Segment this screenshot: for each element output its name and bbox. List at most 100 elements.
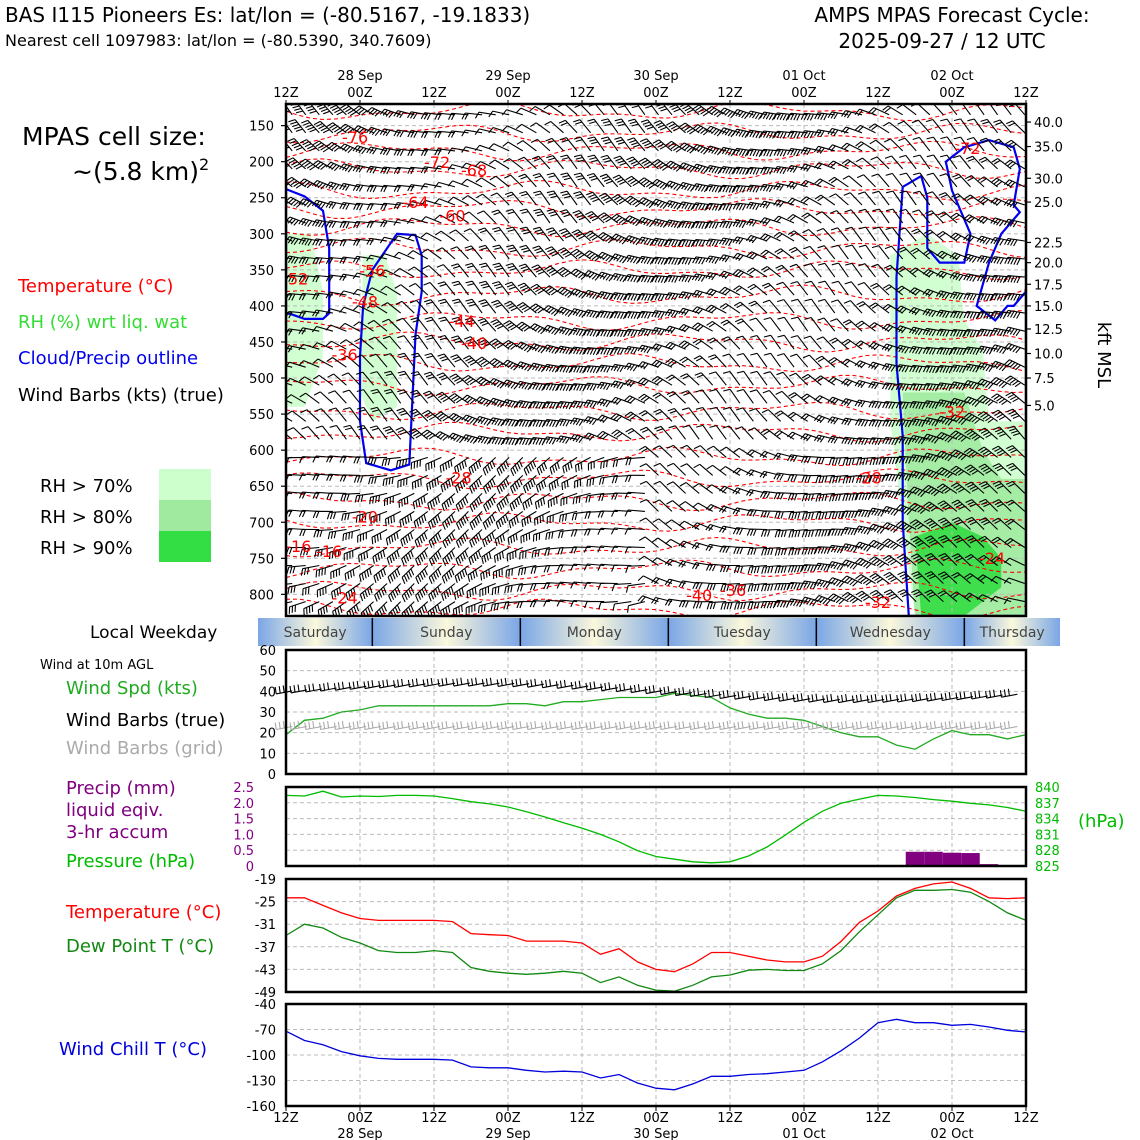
wind-barb — [856, 174, 876, 188]
wind-barb — [858, 244, 876, 260]
wind-barb — [705, 145, 727, 156]
wind-barb — [610, 380, 632, 390]
wind-barb — [898, 227, 917, 242]
bottom-time-label: 12Z — [865, 1111, 891, 1126]
wind-barb — [653, 408, 673, 422]
wind-barb — [977, 574, 998, 584]
wind-barb — [868, 107, 890, 116]
wind-barb — [1003, 342, 1025, 354]
wind-barb — [556, 286, 578, 299]
wind-barb — [370, 388, 388, 404]
wind-barb — [814, 178, 836, 188]
pressure-tick-label: 200 — [249, 156, 274, 171]
wind-barb — [510, 457, 524, 477]
wind-barb — [854, 108, 876, 116]
wind-barb-true — [437, 677, 456, 687]
wind-barb — [909, 364, 930, 373]
wind-barb — [298, 237, 320, 246]
wind-barb — [637, 328, 659, 337]
wind-barb — [529, 106, 551, 116]
bottom-date-label: 30 Sep — [633, 1127, 678, 1140]
bottom-time-label: 12Z — [273, 1111, 299, 1126]
wind-barb — [718, 146, 741, 157]
wind-barb — [420, 166, 442, 174]
wind-barb — [895, 382, 917, 391]
wind-barb — [706, 320, 727, 332]
wind-barb — [374, 601, 388, 616]
wind-barb-grid — [422, 721, 441, 731]
wind-barb — [352, 288, 374, 296]
wind-barb — [746, 267, 768, 278]
wind-barb — [815, 211, 836, 224]
wind-barb — [452, 601, 469, 616]
wind-barb — [868, 419, 890, 428]
wind-barb — [1005, 139, 1026, 152]
wind-barb — [587, 456, 605, 471]
wind-barb — [990, 556, 1012, 566]
wind-barb — [531, 264, 551, 278]
wind-barb — [829, 210, 849, 224]
wind-barb — [720, 582, 740, 592]
height-tick-label: 25.0 — [1034, 196, 1063, 211]
wind-barb-true — [644, 685, 663, 695]
wind-barb — [842, 175, 863, 188]
wind-barb — [312, 238, 333, 247]
wind-barb — [692, 483, 714, 494]
cross-section-frame — [284, 102, 1028, 618]
wind-barb — [611, 564, 632, 572]
wind-barb — [352, 272, 374, 280]
height-tick-label: 22.5 — [1034, 236, 1063, 251]
wind-barb — [474, 161, 496, 170]
wind-barb — [827, 160, 849, 170]
wind-barb — [572, 492, 591, 505]
precip-tick-label: 2.5 — [233, 781, 254, 796]
wind-barb-true — [881, 693, 900, 703]
wind-barb — [481, 547, 497, 565]
wind-barb — [681, 390, 700, 404]
wind-barb — [545, 137, 564, 152]
wind-barb — [678, 520, 700, 530]
wind-barb — [414, 601, 429, 616]
wind-barb — [1004, 537, 1026, 548]
wind-barb — [922, 452, 944, 463]
wind-barb — [787, 411, 808, 422]
wind-barb — [396, 317, 415, 332]
wind-barb — [827, 396, 849, 405]
wind-barb — [637, 595, 659, 603]
wind-barb — [600, 456, 618, 469]
wind-barb — [327, 373, 347, 386]
wind-barb — [438, 298, 456, 314]
wind-barb — [773, 599, 795, 608]
weekday-segment — [816, 618, 965, 646]
wind-barb — [801, 492, 822, 502]
wind-barb — [545, 227, 564, 242]
wind-barb-true — [659, 686, 678, 696]
wind-barb — [313, 528, 333, 538]
wind-barb — [393, 218, 415, 226]
wind-barb — [922, 383, 944, 392]
wind-barb — [369, 353, 388, 368]
wind-barb — [298, 178, 320, 189]
wind-barb — [963, 311, 985, 320]
wind-barb — [965, 499, 985, 512]
wind-barb — [787, 112, 808, 121]
wind-barb — [624, 195, 646, 208]
wind-barb — [327, 528, 347, 540]
wind-barb — [519, 226, 537, 242]
wind-barb — [465, 601, 483, 615]
wind-barb — [747, 601, 768, 610]
wind-barb — [454, 565, 469, 583]
wind-barb — [789, 353, 809, 368]
wind-barb — [325, 201, 347, 209]
wind-barb-grid — [319, 721, 337, 731]
wind-barb — [299, 528, 320, 537]
wind-barb — [545, 246, 564, 260]
wind-barb — [774, 510, 795, 519]
wind-barb — [312, 256, 333, 265]
wind-barb — [990, 217, 1012, 227]
wind-barb — [909, 400, 930, 410]
height-tick-label: 7.5 — [1034, 372, 1055, 387]
wind-barb — [696, 424, 714, 440]
wind-barb — [856, 157, 876, 170]
